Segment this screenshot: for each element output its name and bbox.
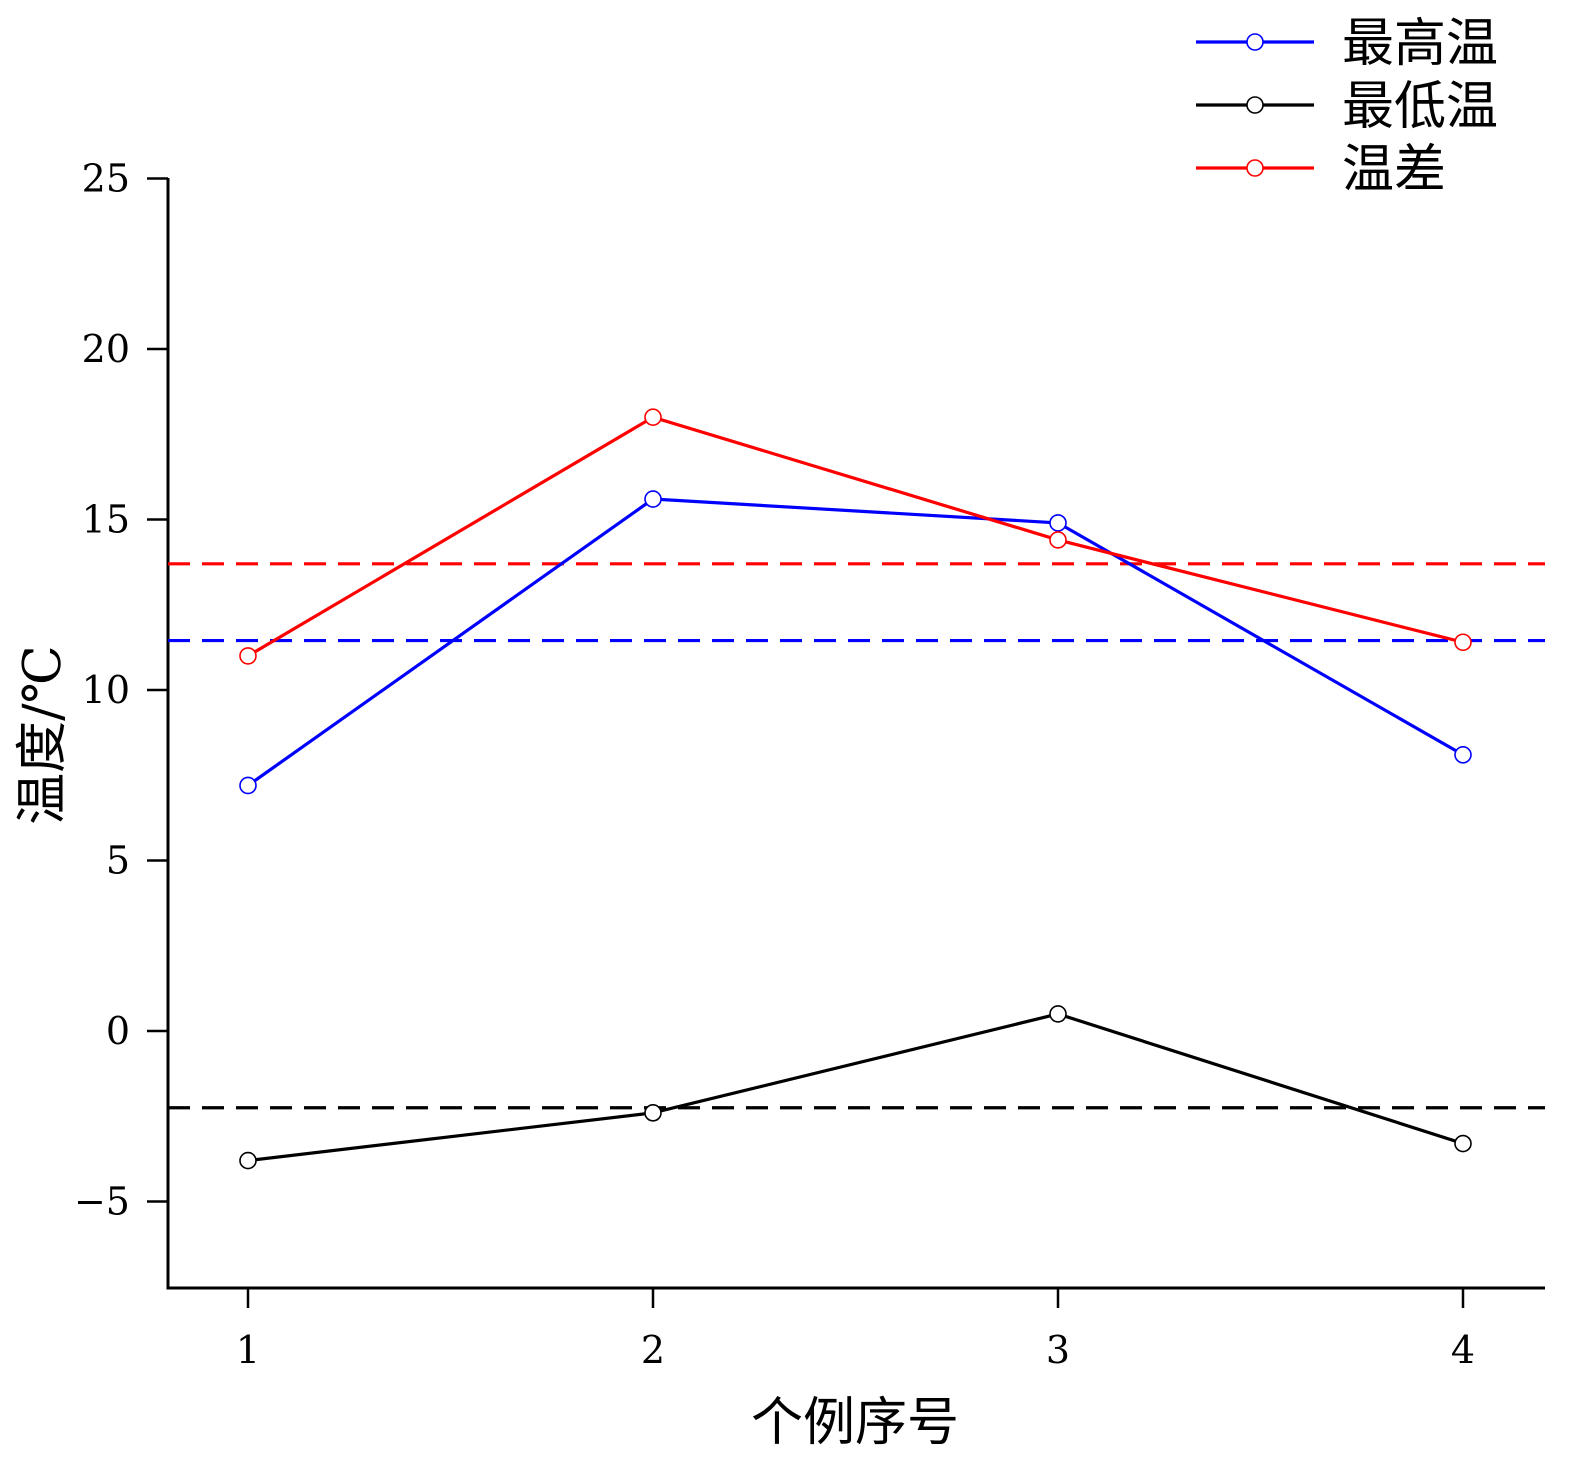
y-tick-label: 10	[82, 668, 130, 712]
y-tick-label: 5	[106, 839, 130, 883]
x-tick-label: 1	[236, 1328, 260, 1372]
series-line	[247, 497, 1464, 787]
series-lines	[247, 415, 1464, 1163]
series-line	[247, 415, 1464, 658]
legend-label: 最低温	[1342, 77, 1498, 137]
y-tick-label: 25	[82, 157, 130, 201]
data-point	[644, 490, 662, 508]
data-point	[1049, 531, 1067, 549]
data-point	[644, 408, 662, 427]
x-tick-label: 2	[641, 1328, 665, 1372]
y-tick-label: 0	[106, 1009, 130, 1053]
y-tick-label: 15	[82, 498, 130, 542]
x-tick-label: 4	[1451, 1328, 1475, 1372]
y-tick-label: −5	[74, 1180, 130, 1224]
mean-lines	[168, 562, 1545, 1110]
data-point	[239, 776, 257, 795]
legend-label: 最高温	[1342, 14, 1498, 74]
series-markers	[239, 408, 1472, 1170]
data-point	[1454, 1134, 1472, 1153]
data-point	[1454, 633, 1472, 652]
y-axis-title: 温度/℃	[13, 645, 73, 825]
data-point	[239, 647, 257, 665]
data-point	[644, 1104, 662, 1122]
data-point	[1049, 514, 1067, 532]
data-point	[1049, 1005, 1067, 1023]
legend-marker	[1246, 96, 1264, 114]
x-tick-label: 3	[1046, 1328, 1070, 1372]
legend-label: 温差	[1342, 140, 1446, 200]
x-axis-title: 个例序号	[751, 1393, 959, 1453]
y-ticks: −5 0 5 10 15 20 25	[74, 157, 168, 1224]
legend-marker	[1246, 33, 1264, 51]
y-tick-label: 20	[82, 327, 130, 371]
data-point	[239, 1151, 257, 1170]
data-point	[1454, 745, 1472, 764]
series-line	[247, 1012, 1464, 1163]
x-ticks: 1 2 3 4	[236, 1288, 1475, 1372]
legend-marker	[1246, 159, 1264, 177]
